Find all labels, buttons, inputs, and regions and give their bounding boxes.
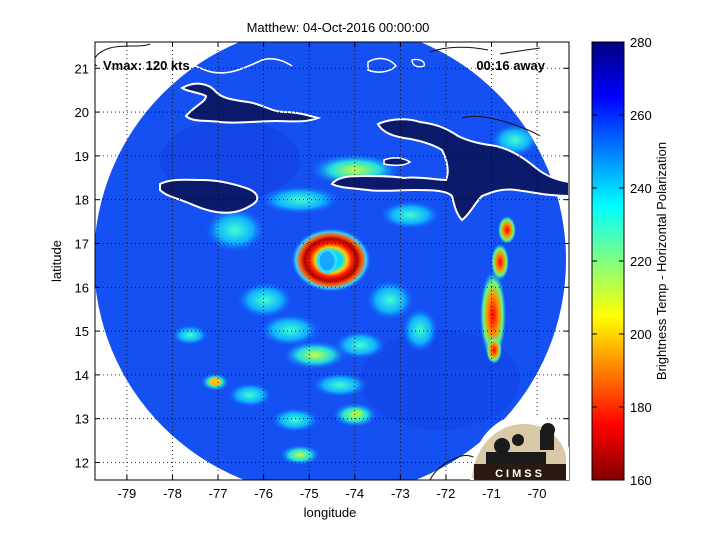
satellite-swath [95,42,569,480]
colorbar-tick-label: 180 [630,400,652,415]
cuba-landmass [180,82,322,124]
hispaniola-landmass [330,118,569,222]
convective-band [480,271,506,359]
cimss-logo-text: CIMSS [495,468,545,480]
jamaica-landmass [159,178,259,214]
y-tick-label: 20 [75,105,89,120]
colorbar-tick-label: 260 [630,108,652,123]
x-tick-label: -77 [209,486,228,501]
x-tick-label: -71 [482,486,501,501]
rain-band [237,282,293,318]
island-coastline [367,57,397,73]
y-tick-label: 16 [75,280,89,295]
island-coastline [411,58,426,68]
y-axis-label: latitude [49,240,64,282]
colorbar-tick-label: 160 [630,473,652,488]
y-tick-label: 14 [75,368,89,383]
rain-band [366,280,414,320]
colorbar-tick-label: 200 [630,327,652,342]
rain-band [380,201,440,229]
rain-band [402,308,438,352]
x-tick-label: -73 [391,486,410,501]
gonave-island [383,157,412,167]
rain-band [172,325,208,345]
map-axes-frame [94,41,570,481]
rain-band [205,208,265,252]
y-tick-label: 18 [75,193,89,208]
x-tick-label: -75 [300,486,319,501]
x-axis-label: longitude [304,505,357,520]
rain-band [260,314,320,346]
convective-band [498,216,516,244]
graticule-grid [95,42,569,480]
x-tick-label: -70 [528,486,547,501]
y-tick-label: 17 [75,236,89,251]
convective-band [491,244,509,280]
x-tick-label: -74 [345,486,364,501]
convective-band [486,336,502,364]
colorbar-ticks: 280 260 240 220 200 180 160 [592,35,652,488]
cuba-north-coastline [96,54,293,74]
axis-ticks: -79 -78 -77 -76 -75 -74 -73 -72 -71 -70 12 13 14 15 16… [75,42,569,501]
y-tick-label: 15 [75,324,89,339]
rain-band [334,331,386,359]
colorbar-tick-label: 240 [630,181,652,196]
y-tick-label: 13 [75,412,89,427]
island-coastline [429,46,541,55]
cimss-logo: CIMSS [470,414,569,480]
y-tick-label: 12 [75,455,89,470]
figure-title: Matthew: 04-Oct-2016 00:00:00 [247,20,430,35]
rain-band [280,445,320,465]
time-away-label: 00:16 away [476,58,545,73]
cuba-north-coastline [95,43,151,67]
colorbar-tick-label: 280 [630,35,652,50]
x-tick-label: -76 [254,486,273,501]
hurricane-eye [316,248,338,274]
x-tick-label: -78 [163,486,182,501]
x-tick-label: -79 [118,486,137,501]
y-tick-label: 21 [75,61,89,76]
x-tick-label: -72 [437,486,456,501]
vmax-label: Vmax: 120 kts [103,58,190,73]
y-tick-label: 19 [75,149,89,164]
colorbar-label: Brightness Temp - Horizontal Polarizatio… [654,142,669,380]
hispaniola-north-coastline [461,115,541,137]
rain-band [283,341,347,369]
rain-band [312,373,368,397]
rain-band [228,383,272,407]
rain-band [271,408,319,432]
colorbar-tick-label: 220 [630,254,652,269]
